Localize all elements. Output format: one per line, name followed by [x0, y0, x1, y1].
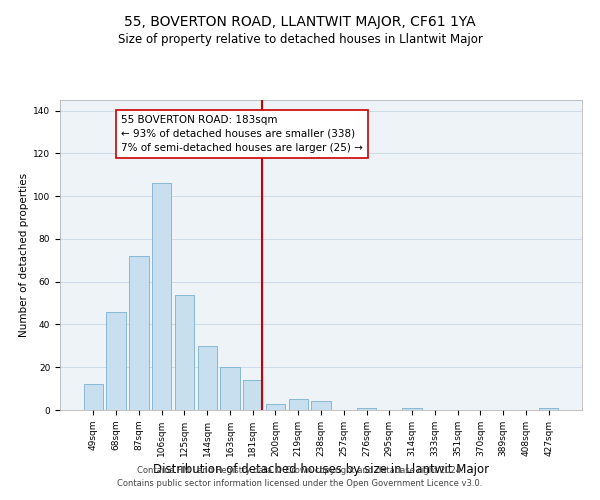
- Bar: [403, 408, 422, 410]
- Bar: [129, 256, 149, 410]
- Text: 55, BOVERTON ROAD, LLANTWIT MAJOR, CF61 1YA: 55, BOVERTON ROAD, LLANTWIT MAJOR, CF61 …: [124, 15, 476, 29]
- Bar: [289, 400, 308, 410]
- Text: 55 BOVERTON ROAD: 183sqm
← 93% of detached houses are smaller (338)
7% of semi-d: 55 BOVERTON ROAD: 183sqm ← 93% of detach…: [121, 115, 362, 153]
- Bar: [84, 384, 103, 410]
- Text: Size of property relative to detached houses in Llantwit Major: Size of property relative to detached ho…: [118, 32, 482, 46]
- Bar: [266, 404, 285, 410]
- Y-axis label: Number of detached properties: Number of detached properties: [19, 173, 29, 337]
- Bar: [539, 408, 558, 410]
- Text: Contains HM Land Registry data © Crown copyright and database right 2024.
Contai: Contains HM Land Registry data © Crown c…: [118, 466, 482, 487]
- Bar: [106, 312, 126, 410]
- Bar: [197, 346, 217, 410]
- X-axis label: Distribution of detached houses by size in Llantwit Major: Distribution of detached houses by size …: [153, 463, 489, 476]
- Bar: [175, 294, 194, 410]
- Bar: [243, 380, 262, 410]
- Bar: [311, 402, 331, 410]
- Bar: [152, 184, 172, 410]
- Bar: [357, 408, 376, 410]
- Bar: [220, 367, 239, 410]
